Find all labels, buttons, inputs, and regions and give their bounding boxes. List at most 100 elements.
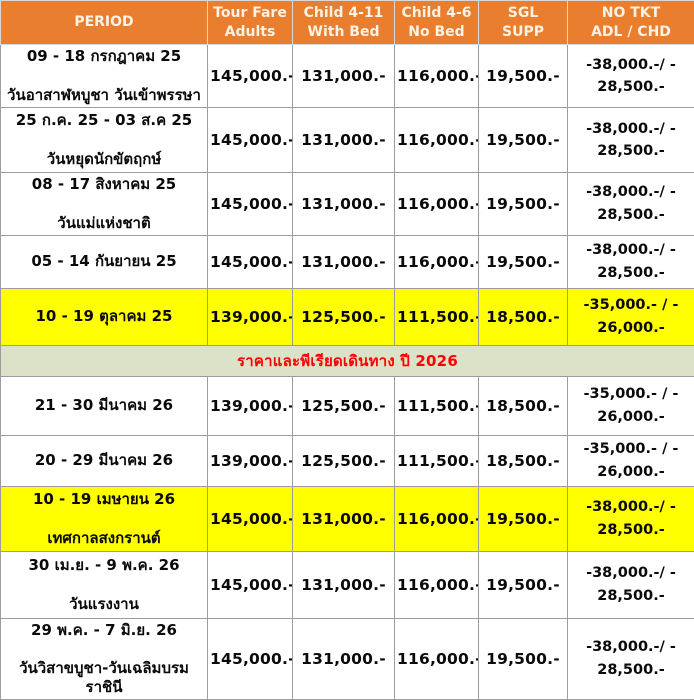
child-no-bed-cell: 111,500.- <box>395 376 479 435</box>
period-holiday-note: วันแม่แห่งชาติ <box>3 214 205 233</box>
no-tkt-cell: -35,000.- / - 26,000.- <box>568 435 694 486</box>
child-with-bed-cell: 131,000.- <box>293 551 395 618</box>
child-no-bed-cell: 116,000.- <box>395 45 479 108</box>
child-with-bed-cell: 131,000.- <box>293 108 395 173</box>
period-cell: 25 ก.ค. 25 - 03 ส.ค 25 วันหยุดนักขัตฤกษ์ <box>1 108 208 173</box>
price-row: 05 - 14 กันยายน 25 145,000.- 131,000.- 1… <box>1 235 694 288</box>
child-with-bed-cell: 131,000.- <box>293 235 395 288</box>
period-cell: 21 - 30 มีนาคม 26 <box>1 376 208 435</box>
period-dates: 25 ก.ค. 25 - 03 ส.ค 25 <box>3 111 205 130</box>
no-tkt-cell: -35,000.- / - 26,000.- <box>568 288 694 345</box>
child-no-bed-cell: 116,000.- <box>395 173 479 236</box>
no-tkt-child: 28,500.- <box>570 659 692 681</box>
column-header-label: Child 4-6 <box>397 4 476 23</box>
period-holiday-note: วันแรงงาน <box>3 595 205 614</box>
section-header-2026: ราคาและพีเรียดเดินทาง ปี 2026 <box>1 345 694 376</box>
price-row: 10 - 19 ตุลาคม 25 139,000.- 125,500.- 11… <box>1 288 694 345</box>
sgl-supp-cell: 19,500.- <box>479 45 568 108</box>
period-dates: 20 - 29 มีนาคม 26 <box>3 451 205 470</box>
period-cell: 05 - 14 กันยายน 25 <box>1 235 208 288</box>
no-tkt-cell: -38,000.-/ - 28,500.- <box>568 618 694 699</box>
child-with-bed-cell: 131,000.- <box>293 173 395 236</box>
column-header-child-no-bed: Child 4-6 No Bed <box>395 1 479 45</box>
column-header-period: PERIOD <box>1 1 208 45</box>
sgl-supp-cell: 19,500.- <box>479 618 568 699</box>
period-dates: 21 - 30 มีนาคม 26 <box>3 396 205 415</box>
child-no-bed-cell: 116,000.- <box>395 486 479 551</box>
child-with-bed-cell: 131,000.- <box>293 618 395 699</box>
adult-fare-cell: 145,000.- <box>208 551 293 618</box>
price-row: 09 - 18 กรกฎาคม 25 วันอาสาฬหบูชา วันเข้า… <box>1 45 694 108</box>
column-header-label: Child 4-11 <box>295 4 392 23</box>
no-tkt-child: 26,000.- <box>570 461 692 483</box>
period-dates: 29 พ.ค. - 7 มิ.ย. 26 <box>3 621 205 640</box>
no-tkt-cell: -38,000.-/ - 28,500.- <box>568 45 694 108</box>
sgl-supp-cell: 19,500.- <box>479 235 568 288</box>
period-cell: 10 - 19 เมษายน 26 เทศกาลสงกรานต์ <box>1 486 208 551</box>
period-cell: 10 - 19 ตุลาคม 25 <box>1 288 208 345</box>
no-tkt-adult: -35,000.- / - <box>570 294 692 316</box>
period-dates: 08 - 17 สิงหาคม 25 <box>3 175 205 194</box>
column-header-tour-fare-adults: Tour Fare Adults <box>208 1 293 45</box>
column-header-sgl-supp: SGL SUPP <box>479 1 568 45</box>
no-tkt-child: 26,000.- <box>570 317 692 339</box>
price-row: 10 - 19 เมษายน 26 เทศกาลสงกรานต์ 145,000… <box>1 486 694 551</box>
child-with-bed-cell: 131,000.- <box>293 45 395 108</box>
price-row: 30 เม.ย. - 9 พ.ค. 26 วันแรงงาน 145,000.-… <box>1 551 694 618</box>
child-no-bed-cell: 116,000.- <box>395 551 479 618</box>
period-dates: 09 - 18 กรกฎาคม 25 <box>3 47 205 66</box>
no-tkt-child: 28,500.- <box>570 204 692 226</box>
price-row: 08 - 17 สิงหาคม 25 วันแม่แห่งชาติ 145,00… <box>1 173 694 236</box>
child-no-bed-cell: 111,500.- <box>395 288 479 345</box>
period-holiday-note: วันหยุดนักขัตฤกษ์ <box>3 150 205 169</box>
adult-fare-cell: 145,000.- <box>208 108 293 173</box>
period-cell: 20 - 29 มีนาคม 26 <box>1 435 208 486</box>
sgl-supp-cell: 19,500.- <box>479 108 568 173</box>
child-no-bed-cell: 116,000.- <box>395 108 479 173</box>
no-tkt-child: 28,500.- <box>570 585 692 607</box>
sgl-supp-cell: 19,500.- <box>479 486 568 551</box>
period-cell: 29 พ.ค. - 7 มิ.ย. 26 วันวิสาขบูชา-วันเฉล… <box>1 618 208 699</box>
sgl-supp-cell: 18,500.- <box>479 435 568 486</box>
price-row: 20 - 29 มีนาคม 26 139,000.- 125,500.- 11… <box>1 435 694 486</box>
column-header-child-with-bed: Child 4-11 With Bed <box>293 1 395 45</box>
sgl-supp-cell: 19,500.- <box>479 551 568 618</box>
no-tkt-adult: -35,000.- / - <box>570 383 692 405</box>
child-no-bed-cell: 111,500.- <box>395 435 479 486</box>
child-with-bed-cell: 131,000.- <box>293 486 395 551</box>
no-tkt-adult: -38,000.-/ - <box>570 239 692 261</box>
adult-fare-cell: 145,000.- <box>208 173 293 236</box>
column-header-label: PERIOD <box>3 13 205 32</box>
period-dates: 10 - 19 ตุลาคม 25 <box>3 307 205 326</box>
period-dates: 10 - 19 เมษายน 26 <box>3 490 205 509</box>
child-no-bed-cell: 116,000.- <box>395 235 479 288</box>
adult-fare-cell: 145,000.- <box>208 618 293 699</box>
no-tkt-cell: -35,000.- / - 26,000.- <box>568 376 694 435</box>
adult-fare-cell: 139,000.- <box>208 288 293 345</box>
no-tkt-adult: -38,000.-/ - <box>570 54 692 76</box>
no-tkt-adult: -38,000.-/ - <box>570 636 692 658</box>
section-header-row: ราคาและพีเรียดเดินทาง ปี 2026 <box>1 345 694 376</box>
period-cell: 30 เม.ย. - 9 พ.ค. 26 วันแรงงาน <box>1 551 208 618</box>
no-tkt-cell: -38,000.-/ - 28,500.- <box>568 551 694 618</box>
no-tkt-adult: -38,000.-/ - <box>570 181 692 203</box>
no-tkt-adult: -38,000.-/ - <box>570 496 692 518</box>
no-tkt-child: 28,500.- <box>570 519 692 541</box>
no-tkt-child: 28,500.- <box>570 140 692 162</box>
no-tkt-child: 26,000.- <box>570 406 692 428</box>
period-cell: 09 - 18 กรกฎาคม 25 วันอาสาฬหบูชา วันเข้า… <box>1 45 208 108</box>
column-header-label: No Bed <box>397 23 476 42</box>
price-row: 29 พ.ค. - 7 มิ.ย. 26 วันวิสาขบูชา-วันเฉล… <box>1 618 694 699</box>
column-header-label: SGL <box>481 4 565 23</box>
period-holiday-note: วันอาสาฬหบูชา วันเข้าพรรษา <box>3 86 205 105</box>
adult-fare-cell: 145,000.- <box>208 486 293 551</box>
child-with-bed-cell: 125,500.- <box>293 288 395 345</box>
no-tkt-child: 28,500.- <box>570 262 692 284</box>
column-header-label: Adults <box>210 23 290 42</box>
period-dates: 05 - 14 กันยายน 25 <box>3 252 205 271</box>
sgl-supp-cell: 18,500.- <box>479 288 568 345</box>
adult-fare-cell: 139,000.- <box>208 435 293 486</box>
period-cell: 08 - 17 สิงหาคม 25 วันแม่แห่งชาติ <box>1 173 208 236</box>
child-with-bed-cell: 125,500.- <box>293 435 395 486</box>
